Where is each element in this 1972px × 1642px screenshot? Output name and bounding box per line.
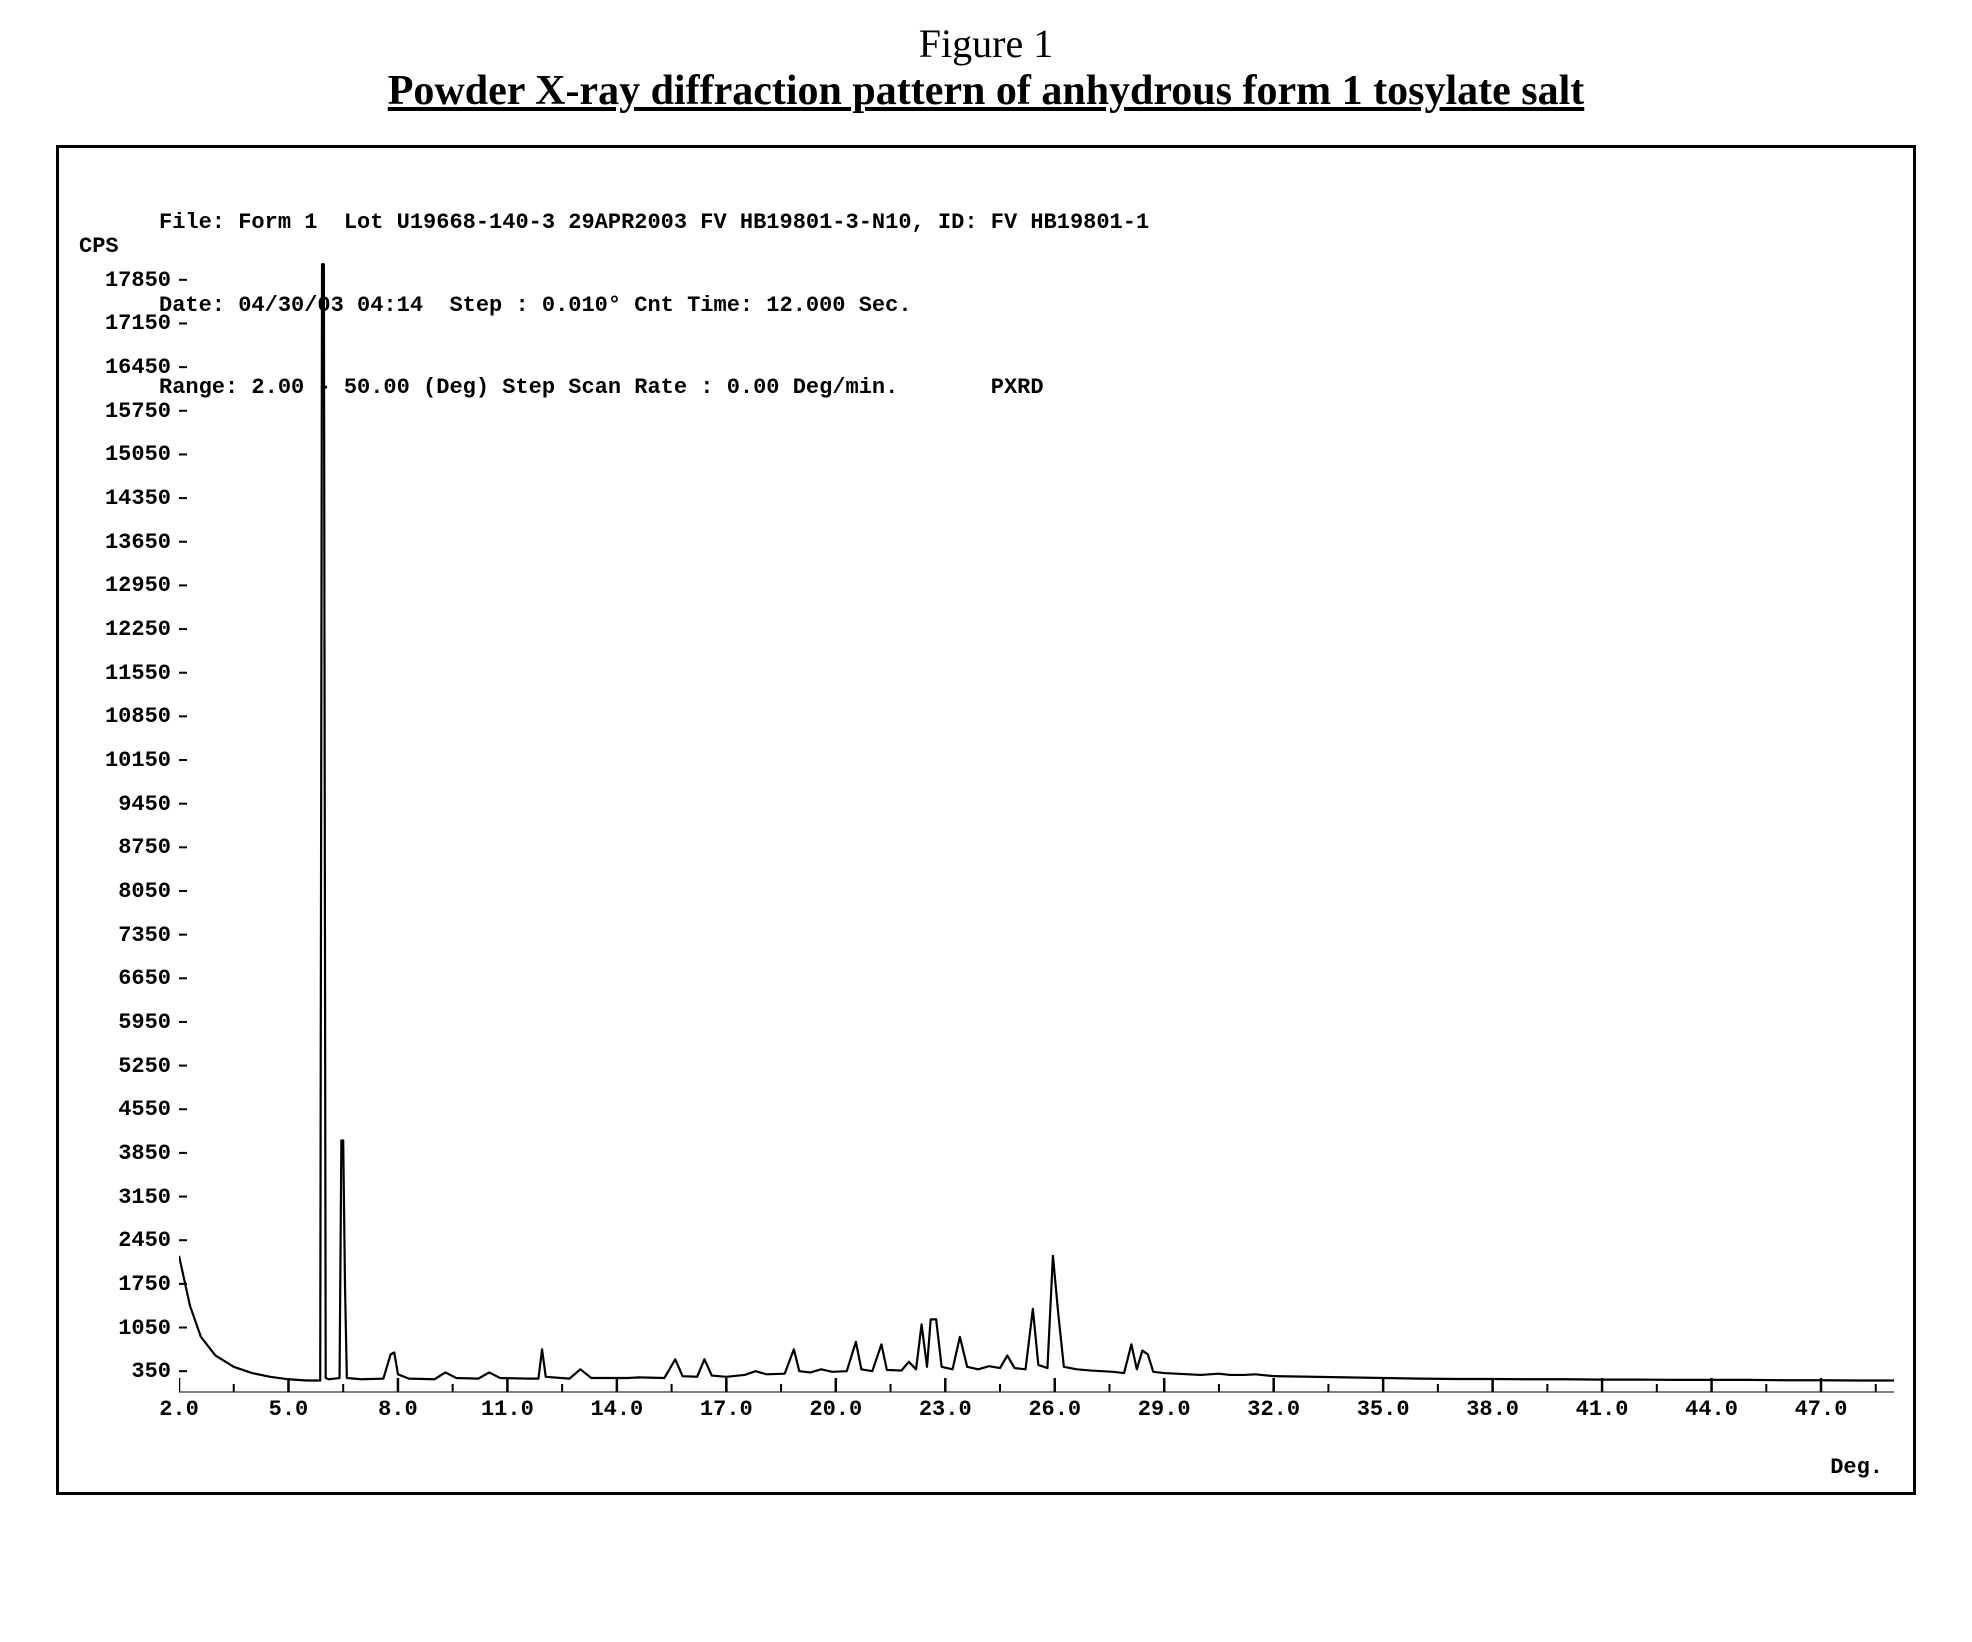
y-tick-label: 10850 — [69, 704, 171, 729]
x-tick-label: 44.0 — [1682, 1397, 1742, 1422]
y-tick-label: 8750 — [69, 835, 171, 860]
y-tick-label: 8050 — [69, 879, 171, 904]
xrd-chart: File: Form 1 Lot U19668-140-3 29APR2003 … — [56, 145, 1916, 1495]
y-tick-label: 2450 — [69, 1228, 171, 1253]
x-tick-label: 17.0 — [696, 1397, 756, 1422]
y-tick-label: 15050 — [69, 442, 171, 467]
figure-label: Figure 1 — [20, 20, 1952, 67]
y-axis-label: CPS — [79, 234, 119, 259]
y-tick-label: 12950 — [69, 573, 171, 598]
y-tick-label: 4550 — [69, 1097, 171, 1122]
y-tick-label: 3150 — [69, 1185, 171, 1210]
y-tick-label: 5250 — [69, 1054, 171, 1079]
x-tick-label: 29.0 — [1134, 1397, 1194, 1422]
y-tick-label: 17150 — [69, 311, 171, 336]
x-axis-label: Deg. — [1830, 1455, 1883, 1480]
y-tick-label: 14350 — [69, 486, 171, 511]
y-tick-label: 10150 — [69, 748, 171, 773]
x-tick-label: 41.0 — [1572, 1397, 1632, 1422]
y-tick-label: 15750 — [69, 399, 171, 424]
y-tick-label: 5950 — [69, 1010, 171, 1035]
y-tick-label: 11550 — [69, 661, 171, 686]
plot-area — [179, 258, 1894, 1393]
x-tick-label: 26.0 — [1025, 1397, 1085, 1422]
x-tick-label: 20.0 — [806, 1397, 866, 1422]
y-tick-label: 9450 — [69, 792, 171, 817]
x-tick-label: 38.0 — [1463, 1397, 1523, 1422]
y-tick-label: 350 — [69, 1359, 171, 1384]
x-tick-label: 35.0 — [1353, 1397, 1413, 1422]
x-tick-label: 8.0 — [368, 1397, 428, 1422]
x-tick-label: 5.0 — [258, 1397, 318, 1422]
y-tick-label: 6650 — [69, 966, 171, 991]
y-tick-label: 7350 — [69, 923, 171, 948]
x-tick-label: 11.0 — [477, 1397, 537, 1422]
y-tick-label: 13650 — [69, 530, 171, 555]
title-block: Figure 1 Powder X-ray diffraction patter… — [20, 20, 1952, 115]
y-tick-label: 1750 — [69, 1272, 171, 1297]
x-tick-label: 32.0 — [1244, 1397, 1304, 1422]
x-tick-label: 47.0 — [1791, 1397, 1851, 1422]
page: Figure 1 Powder X-ray diffraction patter… — [20, 20, 1952, 1495]
header-line-1: File: Form 1 Lot U19668-140-3 29APR2003 … — [159, 209, 1149, 237]
x-tick-label: 2.0 — [149, 1397, 209, 1422]
figure-title: Powder X-ray diffraction pattern of anhy… — [20, 67, 1952, 115]
y-tick-label: 16450 — [69, 355, 171, 380]
x-tick-label: 23.0 — [915, 1397, 975, 1422]
y-tick-label: 12250 — [69, 617, 171, 642]
y-tick-label: 17850 — [69, 268, 171, 293]
y-tick-label: 3850 — [69, 1141, 171, 1166]
y-tick-label: 1050 — [69, 1316, 171, 1341]
x-tick-label: 14.0 — [587, 1397, 647, 1422]
